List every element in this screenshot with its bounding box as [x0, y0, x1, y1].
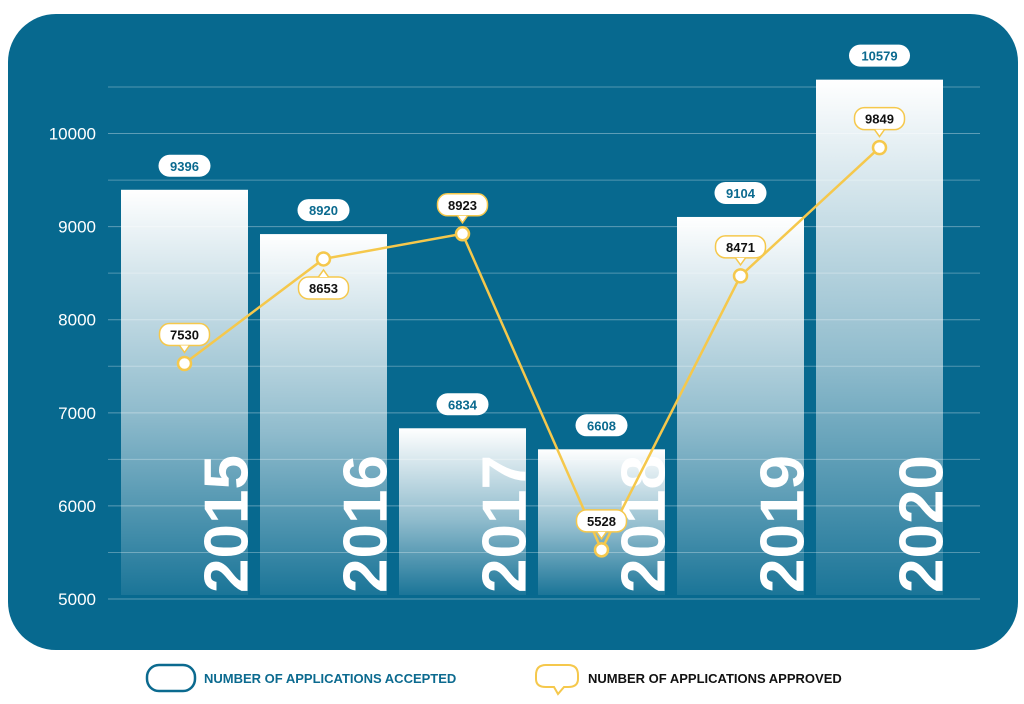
value-label-bg: [575, 414, 628, 437]
value-label: 6834: [448, 397, 478, 412]
y-tick-label: 5000: [58, 590, 96, 609]
line-point: [454, 226, 471, 242]
legend-icon: [145, 663, 197, 693]
value-label-bg: [849, 44, 910, 67]
value-label: 9396: [170, 159, 199, 174]
bar: [121, 189, 248, 595]
value-label-pointer: [456, 215, 469, 225]
legend-label: NUMBER OF APPLICATIONS APPROVED: [588, 671, 842, 686]
value-label: 9849: [865, 112, 894, 127]
value-label: 5528: [587, 514, 616, 529]
x-tick-label: 2017: [471, 455, 540, 593]
line-point: [176, 355, 193, 372]
bar: [399, 428, 526, 595]
legend-label: NUMBER OF APPLICATIONS ACCEPTED: [204, 671, 456, 686]
value-label: 8920: [309, 203, 338, 218]
legend-icon: [535, 664, 579, 696]
x-tick-label: 2020: [888, 455, 957, 593]
x-tick-label: 2016: [332, 455, 401, 593]
value-label: 8653: [309, 281, 338, 296]
y-tick-label: 8000: [58, 311, 96, 330]
line-point: [871, 139, 888, 156]
value-label-pointer: [595, 531, 608, 541]
y-tick-label: 10000: [49, 125, 96, 144]
value-label: 7530: [170, 327, 199, 342]
line-point: [315, 251, 332, 267]
value-label-bg: [158, 154, 211, 177]
value-label-bg: [714, 181, 767, 204]
value-label-pointer: [734, 257, 747, 267]
y-tick-label: 7000: [58, 404, 96, 423]
line-point: [732, 268, 749, 284]
value-label: 8923: [448, 198, 477, 213]
value-label-bg: [436, 393, 489, 416]
value-label: 10579: [861, 49, 897, 64]
line-point: [593, 542, 610, 558]
bar: [816, 79, 943, 596]
value-label-pointer: [178, 345, 191, 354]
value-label: 9104: [726, 186, 756, 201]
legend: NUMBER OF APPLICATIONS ACCEPTED NUMBER O…: [145, 663, 842, 696]
y-tick-label: 9000: [58, 218, 96, 237]
value-label-pointer: [873, 129, 886, 138]
y-tick-label: 6000: [58, 497, 96, 516]
value-label: 8471: [726, 240, 755, 255]
value-label: 6608: [587, 418, 616, 433]
value-label-bg: [853, 106, 906, 131]
value-label-bg: [297, 199, 350, 222]
x-tick-label: 2019: [749, 455, 818, 593]
value-label-pointer: [317, 268, 330, 278]
x-tick-label: 2015: [193, 455, 262, 593]
